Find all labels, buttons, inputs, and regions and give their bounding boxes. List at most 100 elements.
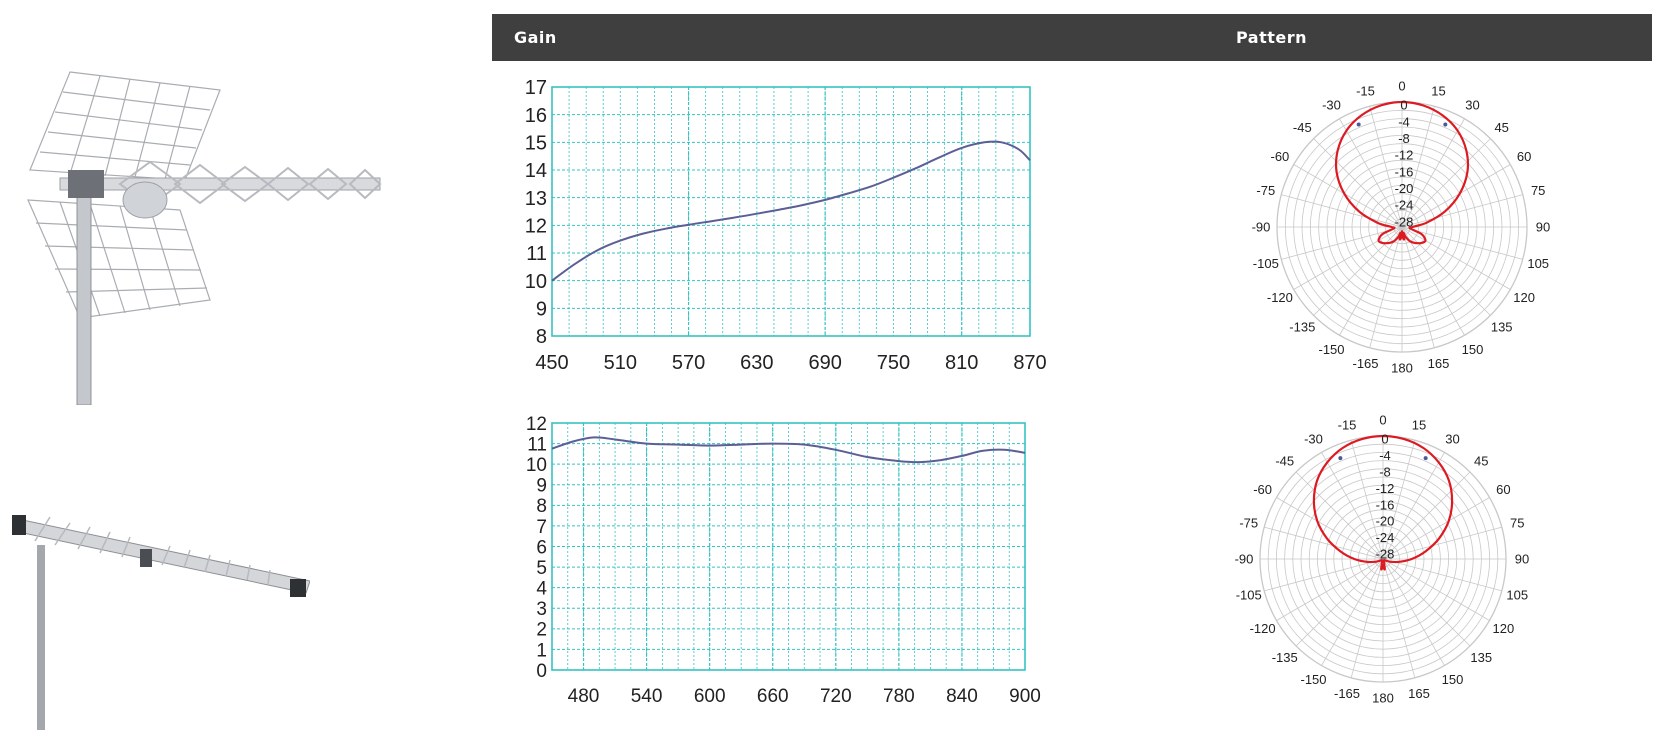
- plot-frame: [551, 86, 1031, 337]
- angle-label: -150: [1318, 342, 1344, 357]
- gain-curve: [551, 140, 1031, 282]
- polar-spoke: [1401, 226, 1491, 316]
- polar-spoke: [1401, 164, 1511, 228]
- angle-label: 60: [1496, 482, 1510, 497]
- angle-label: 90: [1515, 552, 1529, 567]
- y-tick-label: 4: [536, 579, 547, 600]
- polar-spoke: [1401, 138, 1491, 228]
- polar-spoke: [1382, 452, 1445, 560]
- angle-label: -15: [1356, 83, 1375, 98]
- radial-label: -4: [1398, 114, 1410, 129]
- polar-spoke: [1264, 558, 1384, 592]
- angle-label: -75: [1239, 516, 1258, 531]
- yagi-grid-antenna-photo: [27, 71, 382, 405]
- y-tick-label: 3: [536, 599, 547, 620]
- polar-spoke: [1382, 558, 1471, 647]
- x-tick-label: 600: [694, 686, 726, 707]
- polar-spoke: [1339, 226, 1403, 336]
- angle-label: 135: [1491, 319, 1513, 334]
- radial-label: -28: [1376, 546, 1395, 561]
- angle-label: 75: [1510, 516, 1524, 531]
- x-tick-label: 660: [757, 686, 789, 707]
- x-tick-label: 690: [808, 352, 841, 374]
- polar-spoke: [1382, 558, 1502, 592]
- y-tick-label: 11: [527, 434, 547, 455]
- radial-label: -20: [1376, 514, 1395, 529]
- gain-chart-1: 8 9 10 11 12 13 14 15 16 17 450 510 570 630 690 750 810 8…: [525, 77, 1047, 374]
- x-tick-label: 570: [672, 352, 705, 374]
- angle-label: -30: [1322, 98, 1341, 113]
- angle-label: 165: [1428, 356, 1450, 371]
- radial-label: -20: [1395, 181, 1414, 196]
- angle-label: -90: [1235, 552, 1254, 567]
- angle-label: 120: [1493, 621, 1515, 636]
- polar-spoke: [1369, 226, 1403, 348]
- angle-label: 105: [1506, 588, 1528, 603]
- polar-spoke: [1313, 138, 1403, 228]
- angle-label: -135: [1272, 650, 1298, 665]
- polar-spoke: [1339, 118, 1403, 228]
- polar-spoke: [1276, 497, 1384, 560]
- radial-label: -16: [1376, 497, 1395, 512]
- y-tick-label: 1: [536, 640, 547, 661]
- angle-label: 90: [1536, 220, 1550, 235]
- pattern-marker: [1356, 122, 1361, 127]
- angle-label: -15: [1338, 417, 1357, 432]
- angle-label: 165: [1408, 686, 1430, 701]
- y-tick-label: 15: [525, 133, 547, 155]
- y-tick-label: 9: [536, 476, 547, 497]
- radial-label: -8: [1398, 131, 1410, 146]
- polar-spoke: [1321, 558, 1384, 666]
- angle-label: 30: [1465, 98, 1479, 113]
- y-tick-label: 13: [525, 188, 547, 210]
- angle-label: 15: [1431, 83, 1445, 98]
- y-tick-label: 16: [525, 105, 547, 127]
- radial-label: -28: [1395, 214, 1414, 229]
- angle-label: 30: [1445, 431, 1459, 446]
- polar-spoke: [1295, 558, 1384, 647]
- x-tick-label: 780: [883, 686, 915, 707]
- angle-label: 120: [1513, 290, 1535, 305]
- polar-spoke: [1369, 106, 1403, 228]
- polar-spoke: [1382, 440, 1416, 560]
- pattern-chart-1: 0 153045607590105120135150165180-165-150-…: [1252, 79, 1551, 376]
- angle-label: -135: [1289, 319, 1315, 334]
- gain-curve: [551, 436, 1026, 464]
- pattern-chart-2: 0 153045607590105120135150165180-165-150-…: [1235, 413, 1530, 706]
- pattern-marker: [1338, 456, 1343, 461]
- polar-spoke: [1350, 440, 1384, 560]
- pattern-curve: [1334, 100, 1470, 245]
- angle-label: 0: [1398, 79, 1405, 94]
- y-tick-label: 9: [536, 299, 547, 321]
- polar-spoke: [1350, 558, 1384, 678]
- angle-label: -165: [1352, 356, 1378, 371]
- polar-spoke: [1382, 558, 1490, 621]
- x-tick-label: 840: [946, 686, 978, 707]
- x-tick-label: 900: [1009, 686, 1041, 707]
- polar-spoke: [1401, 226, 1523, 260]
- angle-label: -90: [1252, 220, 1271, 235]
- polar-spoke: [1401, 226, 1465, 336]
- y-tick-label: 12: [526, 414, 547, 435]
- angle-label: -120: [1250, 621, 1276, 636]
- angle-label: 45: [1494, 120, 1508, 135]
- pattern-column-header: Pattern: [1236, 28, 1308, 47]
- angle-label: 105: [1527, 256, 1549, 271]
- polar-spoke: [1382, 471, 1471, 560]
- angle-label: 180: [1391, 361, 1413, 376]
- angle-label: -60: [1270, 149, 1289, 164]
- radial-label: 0: [1400, 98, 1407, 113]
- radial-label: -24: [1376, 530, 1395, 545]
- angle-label: 150: [1442, 672, 1464, 687]
- x-tick-label: 750: [877, 352, 910, 374]
- angle-label: -105: [1253, 256, 1279, 271]
- angle-label: -30: [1304, 431, 1323, 446]
- y-tick-label: 11: [526, 243, 547, 265]
- polar-spoke: [1401, 194, 1523, 228]
- angle-label: 75: [1531, 183, 1545, 198]
- polar-spoke: [1401, 226, 1435, 348]
- polar-spoke: [1382, 558, 1416, 678]
- angle-label: 15: [1412, 417, 1426, 432]
- y-tick-label: 14: [525, 160, 547, 182]
- y-tick-label: 5: [536, 558, 547, 579]
